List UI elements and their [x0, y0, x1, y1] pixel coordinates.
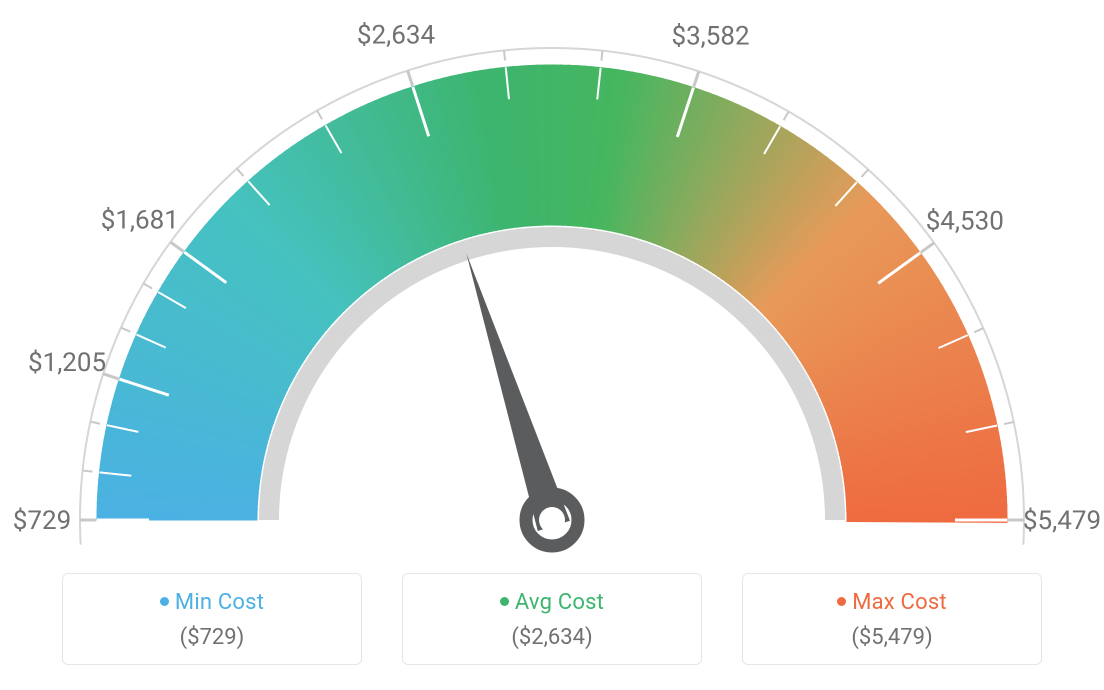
dot-icon	[837, 597, 846, 606]
gauge-band	[97, 65, 1007, 522]
legend-card-avg: Avg Cost ($2,634)	[402, 573, 702, 665]
dot-icon	[500, 597, 509, 606]
scale-label: $2,634	[357, 20, 436, 50]
legend-label: Max Cost	[852, 590, 947, 615]
legend-card-min: Min Cost ($729)	[62, 573, 362, 665]
legend-title-min: Min Cost	[63, 590, 361, 615]
legend-value-avg: ($2,634)	[403, 625, 701, 650]
gauge-svg: $729 $1,205 $1,681 $2,634 $3,582 $4,530 $5,479	[0, 20, 1104, 580]
legend-label: Avg Cost	[515, 590, 604, 615]
dot-icon	[160, 597, 169, 606]
scale-label: $729	[13, 506, 71, 536]
legend-title-max: Max Cost	[743, 590, 1041, 615]
legend-card-max: Max Cost ($5,479)	[742, 573, 1042, 665]
scale-label: $3,582	[671, 21, 749, 51]
scale-label: $1,681	[101, 206, 179, 236]
legend-label: Min Cost	[175, 590, 264, 615]
needle-hub-hole	[539, 507, 565, 533]
scale-label: $5,479	[1023, 506, 1101, 536]
scale-label: $1,205	[28, 348, 106, 378]
scale-label: $4,530	[926, 207, 1004, 237]
legend-value-max: ($5,479)	[743, 625, 1041, 650]
legend-title-avg: Avg Cost	[403, 590, 701, 615]
legend-row: Min Cost ($729) Avg Cost ($2,634) Max Co…	[0, 573, 1104, 665]
legend-value-min: ($729)	[63, 625, 361, 650]
cost-gauge-chart: $729 $1,205 $1,681 $2,634 $3,582 $4,530 $5,479	[0, 20, 1104, 580]
